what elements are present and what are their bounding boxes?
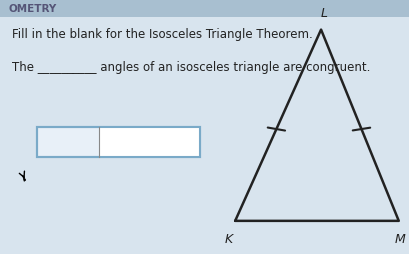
Text: K: K [225,232,233,245]
Text: The __________ angles of an isosceles triangle are congruent.: The __________ angles of an isosceles tr… [12,61,371,74]
Polygon shape [22,175,26,182]
Text: Fill in the blank for the Isosceles Triangle Theorem.: Fill in the blank for the Isosceles Tria… [12,28,313,41]
Bar [37,127,200,157]
Bar [0,0,409,18]
Text: L: L [321,7,328,20]
Bar [99,127,200,157]
Text: OMETRY: OMETRY [8,4,56,14]
Bar [37,127,200,157]
Text: M: M [395,232,405,245]
